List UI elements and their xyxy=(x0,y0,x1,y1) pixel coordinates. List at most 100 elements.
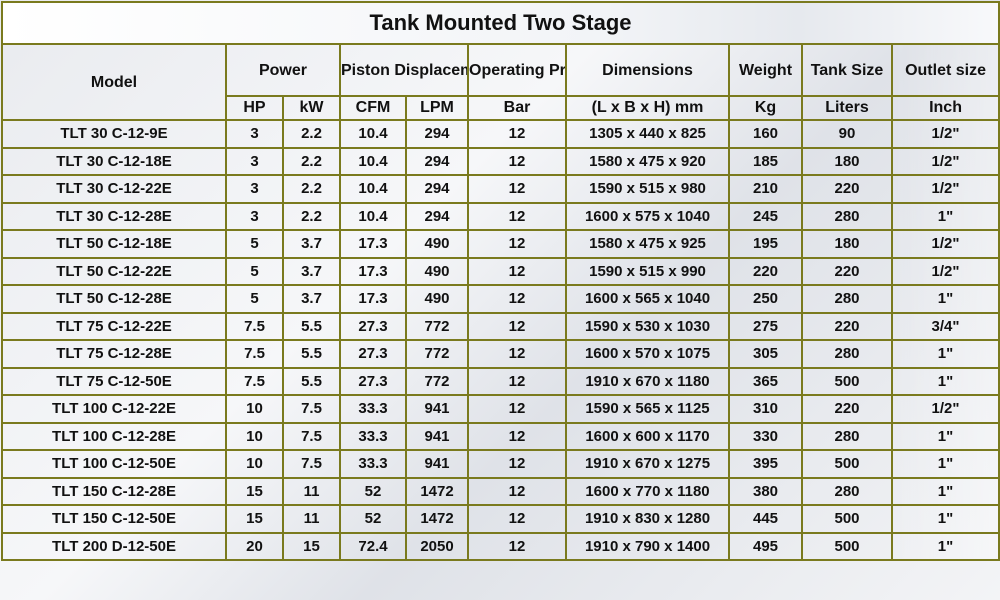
cell-lpm: 772 xyxy=(405,311,469,341)
cell-bar: 12 xyxy=(467,229,567,259)
cell-liters: 280 xyxy=(801,284,893,314)
cell-lpm: 294 xyxy=(405,201,469,231)
header-tank-size: Tank Size xyxy=(801,43,893,97)
table-row: TLT 30 C-12-9E 3 2.2 10.4 294 12 1305 x 440 x … xyxy=(1,119,1000,149)
cell-cfm: 27.3 xyxy=(339,366,407,396)
table-row: TLT 150 C-12-28E 15 11 52 1472 12 1600 x 770 x… xyxy=(1,476,1000,506)
cell-inch: 1" xyxy=(890,366,1000,396)
cell-inch: 1/2" xyxy=(890,119,1000,149)
cell-dims: 1590 x 515 x 990 xyxy=(565,256,730,286)
cell-kw: 11 xyxy=(282,504,341,534)
table-row: TLT 50 C-12-28E 5 3.7 17.3 490 12 1600 x 565 x… xyxy=(1,284,1000,314)
cell-lpm: 490 xyxy=(405,229,469,259)
subheader-cfm: CFM xyxy=(339,95,407,121)
cell-lpm: 941 xyxy=(405,421,469,451)
cell-bar: 12 xyxy=(467,339,567,369)
cell-liters: 180 xyxy=(801,229,893,259)
cell-inch: 1" xyxy=(890,476,1000,506)
cell-dims: 1580 x 475 x 920 xyxy=(565,146,730,176)
cell-bar: 12 xyxy=(467,449,567,479)
cell-dims: 1600 x 565 x 1040 xyxy=(565,284,730,314)
cell-kg: 245 xyxy=(728,201,803,231)
cell-dims: 1590 x 565 x 1125 xyxy=(565,394,730,424)
cell-inch: 1/2" xyxy=(890,256,1000,286)
cell-kw: 3.7 xyxy=(282,229,341,259)
table-row: TLT 75 C-12-50E 7.5 5.5 27.3 772 12 1910 x 670… xyxy=(1,366,1000,396)
cell-liters: 280 xyxy=(801,421,893,451)
cell-cfm: 33.3 xyxy=(339,421,407,451)
cell-hp: 10 xyxy=(225,394,284,424)
cell-inch: 1" xyxy=(890,449,1000,479)
cell-lpm: 941 xyxy=(405,449,469,479)
header-power: Power xyxy=(225,43,341,97)
header-piston-displacement: Piston Displacement xyxy=(339,43,469,97)
header-outlet-size: Outlet size xyxy=(890,43,1000,97)
cell-kw: 15 xyxy=(282,531,341,561)
table-row: TLT 30 C-12-28E 3 2.2 10.4 294 12 1600 x 575 x… xyxy=(1,201,1000,231)
cell-lpm: 1472 xyxy=(405,476,469,506)
cell-hp: 7.5 xyxy=(225,339,284,369)
cell-kg: 330 xyxy=(728,421,803,451)
cell-hp: 7.5 xyxy=(225,366,284,396)
cell-bar: 12 xyxy=(467,476,567,506)
cell-liters: 500 xyxy=(801,504,893,534)
cell-lpm: 294 xyxy=(405,174,469,204)
cell-hp: 15 xyxy=(225,504,284,534)
subheader-hp: HP xyxy=(225,95,284,121)
cell-hp: 3 xyxy=(225,119,284,149)
cell-model: TLT 75 C-12-22E xyxy=(1,311,227,341)
cell-model: TLT 75 C-12-50E xyxy=(1,366,227,396)
cell-liters: 220 xyxy=(801,311,893,341)
cell-kw: 5.5 xyxy=(282,311,341,341)
cell-model: TLT 50 C-12-18E xyxy=(1,229,227,259)
cell-bar: 12 xyxy=(467,174,567,204)
cell-model: TLT 75 C-12-28E xyxy=(1,339,227,369)
header-model: Model xyxy=(1,43,227,121)
cell-model: TLT 50 C-12-28E xyxy=(1,284,227,314)
table-row: TLT 50 C-12-22E 5 3.7 17.3 490 12 1590 x 515 x… xyxy=(1,256,1000,286)
cell-dims: 1580 x 475 x 925 xyxy=(565,229,730,259)
cell-kw: 5.5 xyxy=(282,339,341,369)
cell-inch: 1/2" xyxy=(890,229,1000,259)
cell-kw: 3.7 xyxy=(282,284,341,314)
cell-dims: 1600 x 600 x 1170 xyxy=(565,421,730,451)
cell-kw: 2.2 xyxy=(282,119,341,149)
cell-liters: 500 xyxy=(801,531,893,561)
cell-bar: 12 xyxy=(467,531,567,561)
cell-hp: 5 xyxy=(225,256,284,286)
table-row: TLT 75 C-12-28E 7.5 5.5 27.3 772 12 1600 x 570… xyxy=(1,339,1000,369)
subheader-kw: kW xyxy=(282,95,341,121)
cell-model: TLT 30 C-12-9E xyxy=(1,119,227,149)
cell-lpm: 294 xyxy=(405,119,469,149)
cell-dims: 1910 x 790 x 1400 xyxy=(565,531,730,561)
cell-kg: 305 xyxy=(728,339,803,369)
cell-hp: 20 xyxy=(225,531,284,561)
header-operating-pressure: Operating Pressure xyxy=(467,43,567,97)
cell-liters: 280 xyxy=(801,339,893,369)
table-body: TLT 30 C-12-9E 3 2.2 10.4 294 12 1305 x 440 x … xyxy=(1,119,1000,561)
cell-hp: 10 xyxy=(225,421,284,451)
cell-cfm: 17.3 xyxy=(339,229,407,259)
cell-kg: 220 xyxy=(728,256,803,286)
cell-kw: 5.5 xyxy=(282,366,341,396)
cell-model: TLT 150 C-12-28E xyxy=(1,476,227,506)
cell-cfm: 27.3 xyxy=(339,311,407,341)
header-weight: Weight xyxy=(728,43,803,97)
cell-kw: 2.2 xyxy=(282,201,341,231)
cell-kg: 185 xyxy=(728,146,803,176)
cell-dims: 1305 x 440 x 825 xyxy=(565,119,730,149)
cell-liters: 220 xyxy=(801,394,893,424)
cell-model: TLT 30 C-12-28E xyxy=(1,201,227,231)
cell-cfm: 27.3 xyxy=(339,339,407,369)
cell-kg: 380 xyxy=(728,476,803,506)
cell-bar: 12 xyxy=(467,311,567,341)
cell-dims: 1600 x 770 x 1180 xyxy=(565,476,730,506)
cell-model: TLT 50 C-12-22E xyxy=(1,256,227,286)
cell-inch: 1" xyxy=(890,531,1000,561)
cell-model: TLT 100 C-12-28E xyxy=(1,421,227,451)
cell-lpm: 490 xyxy=(405,256,469,286)
cell-cfm: 10.4 xyxy=(339,119,407,149)
cell-kg: 195 xyxy=(728,229,803,259)
table-row: TLT 150 C-12-50E 15 11 52 1472 12 1910 x 830 x… xyxy=(1,504,1000,534)
